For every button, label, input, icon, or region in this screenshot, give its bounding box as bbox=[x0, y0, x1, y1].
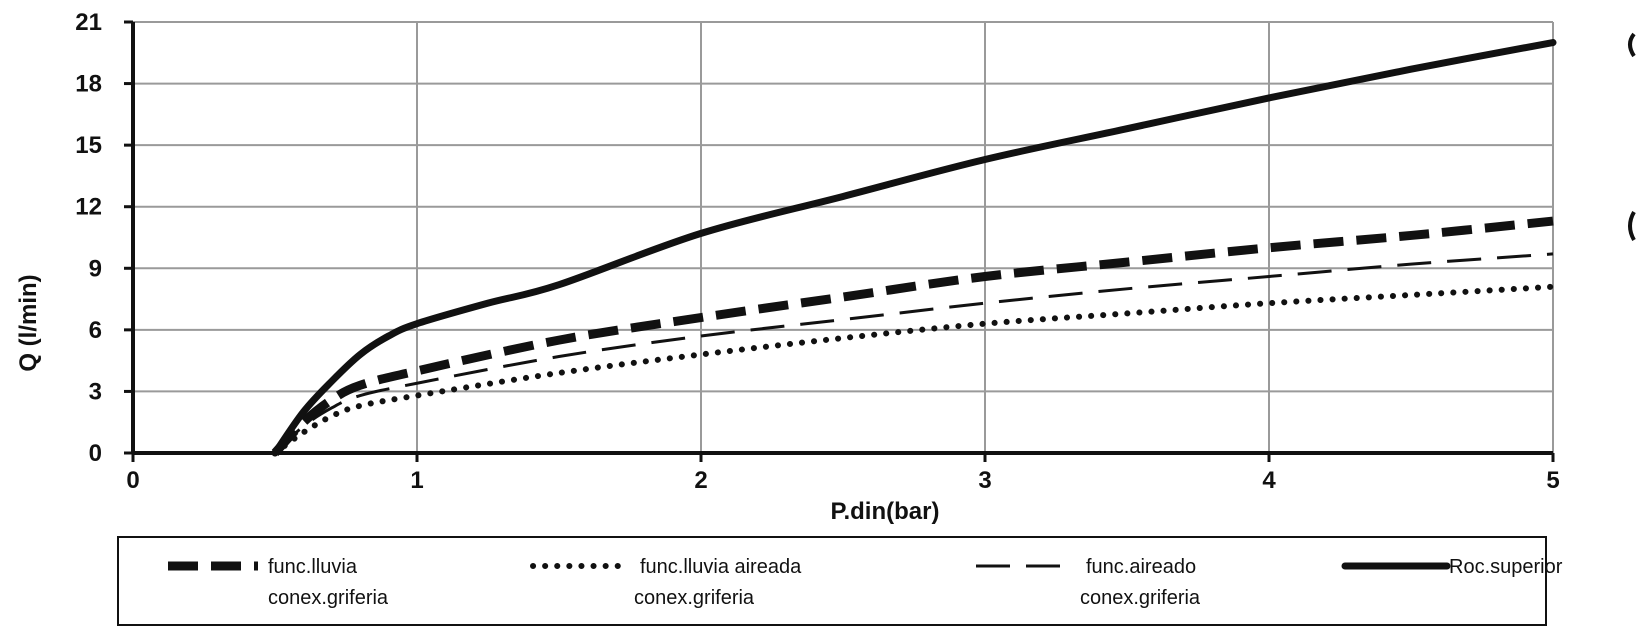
y-tick-label: 6 bbox=[89, 317, 102, 344]
y-tick-label: 0 bbox=[89, 440, 102, 467]
series-line-solid bbox=[271, 39, 1557, 457]
y-tick-label: 15 bbox=[75, 132, 102, 159]
y-tick-label: 21 bbox=[75, 9, 102, 36]
x-tick-label: 2 bbox=[694, 467, 707, 494]
y-tick-label: 3 bbox=[89, 378, 102, 405]
legend: func.lluvia conex.griferia func.lluvia air… bbox=[117, 536, 1563, 626]
grid bbox=[133, 21, 1554, 453]
legend-label-line2: conex.griferia bbox=[1080, 587, 1201, 609]
x-tick-label: 1 bbox=[410, 467, 423, 494]
y-tick-label: 18 bbox=[75, 71, 102, 98]
series-lines bbox=[271, 39, 1557, 457]
legend-label: Roc.superior bbox=[1449, 556, 1563, 578]
y-tick-label: 12 bbox=[75, 194, 102, 221]
x-tick-label: 3 bbox=[978, 467, 991, 494]
legend-label: func.aireado bbox=[1086, 556, 1196, 578]
edge-mark bbox=[1628, 211, 1636, 241]
x-tick-label: 5 bbox=[1546, 467, 1559, 494]
legend-label-line2: conex.griferia bbox=[268, 587, 389, 609]
legend-label-line2: conex.griferia bbox=[634, 587, 755, 609]
legend-label: func.lluvia bbox=[268, 556, 358, 578]
legend-box bbox=[117, 536, 1547, 626]
legend-label: func.lluvia aireada bbox=[640, 556, 802, 578]
edge-mark bbox=[1628, 32, 1636, 58]
x-axis-title: P.din(bar) bbox=[831, 498, 940, 525]
y-axis-title: Q (l/min) bbox=[15, 274, 42, 371]
y-tick-label: 9 bbox=[89, 255, 102, 282]
series-line-heavy-dash bbox=[271, 216, 1554, 457]
series-line-long-dash bbox=[273, 252, 1554, 455]
x-tick-label: 0 bbox=[126, 467, 139, 494]
x-tick-label: 4 bbox=[1262, 467, 1276, 494]
edge-marks bbox=[1628, 32, 1636, 241]
axes bbox=[124, 20, 1555, 462]
series-line-dotted bbox=[272, 283, 1556, 456]
